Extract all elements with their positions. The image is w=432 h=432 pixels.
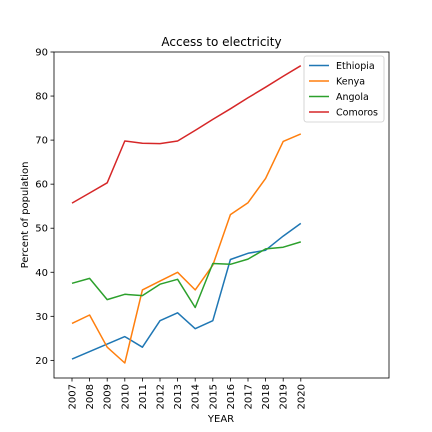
x-tick-label: 2007 xyxy=(68,384,79,409)
legend: Ethiopia Kenya Angola Comoros xyxy=(304,56,384,122)
y-tick-label: 20 xyxy=(35,356,48,367)
x-tick-label: 2018 xyxy=(261,384,272,409)
legend-label: Kenya xyxy=(336,77,365,88)
x-tick-label: 2012 xyxy=(156,384,167,409)
legend-label: Angola xyxy=(336,92,369,103)
y-tick-label: 30 xyxy=(35,312,48,323)
y-tick-label: 80 xyxy=(35,92,48,103)
x-tick-label: 2020 xyxy=(296,384,307,409)
x-axis-label: YEAR xyxy=(207,414,234,425)
x-tick-label: 2017 xyxy=(244,384,255,409)
x-tick-label: 2010 xyxy=(120,384,131,409)
y-tick-label: 90 xyxy=(35,48,48,59)
y-tick-label: 60 xyxy=(35,180,48,191)
x-tick-label: 2011 xyxy=(138,384,149,409)
x-tick-label: 2013 xyxy=(173,384,184,409)
y-tick-label: 40 xyxy=(35,268,48,279)
y-tick-label: 70 xyxy=(35,136,48,147)
x-tick-label: 2014 xyxy=(191,384,202,409)
x-tick-label: 2016 xyxy=(226,384,237,409)
x-tick-label: 2008 xyxy=(85,384,96,409)
x-tick-label: 2019 xyxy=(279,384,290,409)
y-axis-label: Percent of population xyxy=(20,162,31,269)
legend-label: Comoros xyxy=(336,108,378,119)
x-tick-label: 2015 xyxy=(208,384,219,409)
y-tick-label: 50 xyxy=(35,224,48,235)
x-tick-label: 2009 xyxy=(103,384,114,409)
chart-title: Access to electricity xyxy=(161,35,281,49)
legend-label: Ethiopia xyxy=(336,61,375,72)
